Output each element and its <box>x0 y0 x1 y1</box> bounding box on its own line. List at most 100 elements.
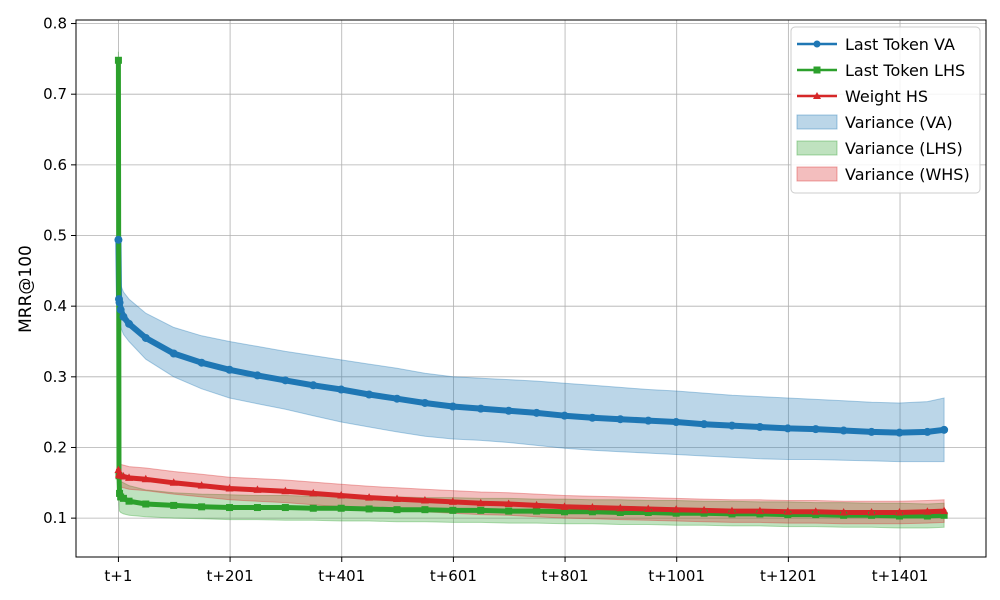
data-point <box>169 349 178 358</box>
data-point <box>365 505 373 513</box>
legend-band-swatch <box>796 114 838 130</box>
legend-label: Last Token VA <box>845 35 955 54</box>
data-point <box>588 508 596 516</box>
legend: Last Token VA Last Token LHS Weight HS Vari… <box>790 26 981 194</box>
data-point <box>197 358 206 367</box>
data-point <box>755 506 764 515</box>
x-tick-label: t+201 <box>207 567 254 585</box>
y-tick-label: 0.3 <box>43 368 67 386</box>
data-point <box>281 504 289 512</box>
data-point <box>923 512 931 520</box>
x-tick-label: t+801 <box>542 567 589 585</box>
data-point <box>811 507 820 515</box>
x-axis-ticks: t+1 t+201 t+401 t+601 t+801 t+1001 t+1201 t+140… <box>104 557 928 585</box>
data-point <box>504 499 513 508</box>
data-point <box>477 506 485 514</box>
y-tick-label: 0.1 <box>43 509 67 527</box>
variance-band-2 <box>117 457 945 525</box>
data-point <box>783 424 792 433</box>
data-point <box>940 511 948 519</box>
legend-marker <box>813 92 821 99</box>
data-point <box>115 298 124 307</box>
data-point <box>365 493 374 501</box>
data-point <box>727 506 736 515</box>
data-point <box>476 498 485 507</box>
plot-frame <box>75 19 987 558</box>
data-point <box>281 486 290 495</box>
data-point <box>867 507 876 516</box>
data-point <box>420 398 429 407</box>
data-point <box>198 503 206 511</box>
data-point <box>116 489 124 497</box>
legend-band-swatch <box>796 140 838 156</box>
y-tick-label: 0.2 <box>43 438 67 456</box>
legend-label: Variance (LHS) <box>845 139 963 158</box>
data-point <box>923 427 932 436</box>
data-point <box>116 305 125 314</box>
data-point <box>119 312 128 321</box>
data-point <box>125 473 134 481</box>
series-line-core-2 <box>117 469 945 514</box>
data-point <box>125 497 133 505</box>
data-point <box>393 506 401 514</box>
data-point <box>114 235 123 244</box>
data-point <box>672 505 681 513</box>
data-point <box>309 381 318 390</box>
data-point <box>560 502 569 510</box>
data-point <box>309 504 317 512</box>
x-tick-label: t+1201 <box>760 567 817 585</box>
data-point <box>449 506 457 514</box>
data-point <box>700 505 709 514</box>
data-point <box>839 507 848 516</box>
data-point <box>225 483 234 492</box>
data-point <box>504 406 513 415</box>
data-point <box>672 509 680 517</box>
data-point <box>588 503 597 511</box>
legend-label: Variance (WHS) <box>845 165 970 184</box>
data-point <box>141 474 150 483</box>
data-point <box>560 411 569 420</box>
data-point <box>755 422 764 431</box>
data-point <box>421 506 429 514</box>
data-point <box>114 465 123 474</box>
data-point <box>448 497 457 505</box>
data-point <box>253 371 262 380</box>
data-point <box>226 504 234 512</box>
data-point <box>532 500 541 509</box>
series-markers <box>114 56 949 520</box>
data-point <box>644 504 653 512</box>
data-point <box>337 491 346 499</box>
data-point <box>170 501 178 509</box>
x-tick-label: t+1401 <box>872 567 929 585</box>
data-point <box>141 333 150 342</box>
legend-item: Variance (LHS) <box>796 139 963 158</box>
y-axis-ticks: 0.1 0.2 0.3 0.4 0.5 0.6 0.7 0.8 <box>43 15 76 527</box>
data-point <box>923 507 932 515</box>
data-point <box>393 394 402 403</box>
data-point <box>532 408 541 417</box>
x-tick-label: t+1001 <box>648 567 705 585</box>
data-point <box>114 56 122 64</box>
y-tick-label: 0.6 <box>43 156 67 174</box>
data-point <box>895 512 903 520</box>
legend-marker <box>813 40 821 48</box>
y-axis-title: MRR@100 <box>16 245 36 333</box>
data-point <box>811 425 820 434</box>
data-point <box>895 507 904 516</box>
data-point <box>672 418 681 427</box>
legend-label: Variance (VA) <box>845 113 953 132</box>
legend-box <box>790 26 981 194</box>
data-point <box>783 507 792 515</box>
legend-item: Last Token LHS <box>797 61 965 80</box>
data-point <box>125 319 134 328</box>
data-point <box>940 506 949 515</box>
data-point <box>644 508 652 516</box>
data-point <box>281 376 290 385</box>
data-point <box>505 507 513 515</box>
data-point <box>727 421 736 430</box>
data-point <box>644 416 653 425</box>
data-point <box>533 507 541 515</box>
data-point <box>169 478 178 486</box>
data-point <box>253 485 262 493</box>
